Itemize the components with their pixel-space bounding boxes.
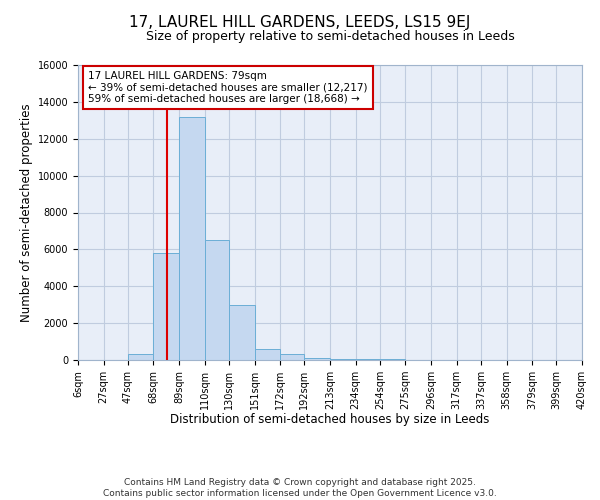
Bar — [154, 253, 179, 360]
Bar — [205, 240, 229, 360]
Y-axis label: Number of semi-detached properties: Number of semi-detached properties — [20, 103, 34, 322]
X-axis label: Distribution of semi-detached houses by size in Leeds: Distribution of semi-detached houses by … — [170, 414, 490, 426]
Bar — [304, 358, 330, 360]
Text: Contains HM Land Registry data © Crown copyright and database right 2025.
Contai: Contains HM Land Registry data © Crown c… — [103, 478, 497, 498]
Bar — [280, 354, 304, 360]
Bar — [330, 359, 356, 360]
Title: Size of property relative to semi-detached houses in Leeds: Size of property relative to semi-detach… — [146, 30, 514, 43]
Text: 17, LAUREL HILL GARDENS, LEEDS, LS15 9EJ: 17, LAUREL HILL GARDENS, LEEDS, LS15 9EJ — [130, 15, 470, 30]
Bar — [356, 359, 380, 360]
Text: 17 LAUREL HILL GARDENS: 79sqm
← 39% of semi-detached houses are smaller (12,217): 17 LAUREL HILL GARDENS: 79sqm ← 39% of s… — [88, 71, 368, 104]
Bar — [128, 354, 154, 360]
Bar — [179, 116, 205, 360]
Bar — [254, 349, 280, 360]
Bar — [229, 304, 254, 360]
